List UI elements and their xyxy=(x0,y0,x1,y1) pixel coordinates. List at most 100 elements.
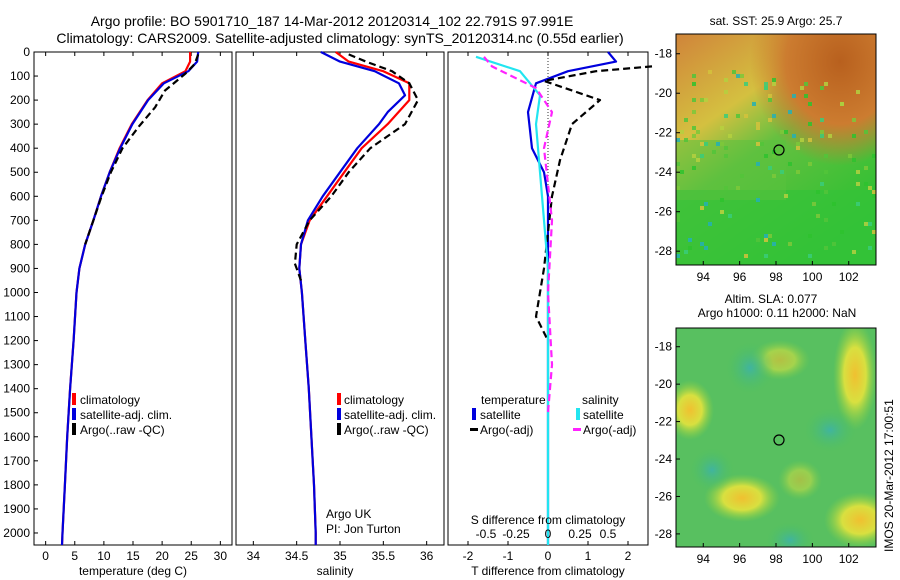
sst-pixel xyxy=(700,154,704,158)
sst-pixel xyxy=(720,198,724,202)
legend-header-salinity: salinity xyxy=(582,393,619,407)
sst-pixel xyxy=(760,142,764,146)
sst-map-axes: 94 96 98 100 102 -18 -20 -22 -24 -26 -28 xyxy=(655,47,859,284)
salinity-legend-climatology-swatch xyxy=(337,393,341,405)
sst-pixel xyxy=(816,190,820,194)
sst-pixel xyxy=(804,94,808,98)
sst-pixel xyxy=(796,142,800,146)
sst-pixel xyxy=(820,118,824,122)
temperature-legend-satellite: satellite-adj. clim. xyxy=(80,408,172,422)
sst-pixel xyxy=(676,138,680,142)
sst-pixel xyxy=(756,238,760,242)
sst-pixel xyxy=(684,118,688,122)
y-tick-label: 1100 xyxy=(4,310,30,324)
sst-pixel xyxy=(692,134,696,138)
sst-pixel xyxy=(696,130,700,134)
sst-pixel xyxy=(676,162,680,166)
sst-pixel xyxy=(808,102,812,106)
temperature-legend-climatology: climatology xyxy=(80,393,140,407)
temperature-y-axis: 0 100 200 300 400 500 600 700 800 900 1000 1100 1200… xyxy=(3,45,38,540)
map-y-tick-label: -20 xyxy=(655,86,673,100)
sst-pixel xyxy=(824,82,828,86)
legend-s-satellite: satellite xyxy=(583,408,624,422)
sst-pixel xyxy=(800,86,804,90)
salinity-plot-frame xyxy=(235,51,445,546)
salinity-panel: 34 34.5 35 35.5 36 salinity climatology sate… xyxy=(235,51,445,578)
sst-pixel xyxy=(692,98,696,102)
series-line-argo-raw-qc- xyxy=(293,53,420,281)
sst-pixel xyxy=(856,202,860,206)
sst-pixel xyxy=(692,74,696,78)
sst-pixel xyxy=(764,254,768,258)
sst-pixel xyxy=(708,222,712,226)
sst-pixel xyxy=(756,142,760,146)
legend-t-argo: Argo(-adj) xyxy=(480,423,533,437)
top-tick-label: -0.5 xyxy=(476,527,497,541)
sst-pixel xyxy=(768,94,772,98)
sst-pixel xyxy=(820,182,824,186)
sst-argo-location-marker xyxy=(773,144,785,156)
legend-s-argo: Argo(-adj) xyxy=(583,423,636,437)
top-tick-label: 0 xyxy=(545,527,552,541)
sst-pixel xyxy=(772,174,776,178)
sst-pixel xyxy=(684,250,688,254)
temperature-legend: climatology satellite-adj. clim. Argo(..… xyxy=(72,393,172,437)
sst-pixel xyxy=(808,162,812,166)
sst-pixel xyxy=(800,138,804,142)
sst-pixel xyxy=(788,110,792,114)
sst-pixel xyxy=(756,122,760,126)
salinity-legend-satellite: satellite-adj. clim. xyxy=(344,408,436,422)
sst-pixel xyxy=(864,182,868,186)
salinity-series xyxy=(293,51,420,545)
sst-pixel xyxy=(704,98,708,102)
map-x-tick-label: 100 xyxy=(802,270,822,284)
sst-map-image xyxy=(676,34,876,265)
sst-pixel xyxy=(828,134,832,138)
y-tick-label: 0 xyxy=(23,45,30,59)
sst-pixel xyxy=(676,254,680,258)
x-tick-label: 35 xyxy=(333,549,347,563)
sst-pixel xyxy=(740,74,744,78)
y-tick-label: 200 xyxy=(10,93,30,107)
y-tick-label: 600 xyxy=(10,189,30,203)
sst-pixel xyxy=(868,246,872,250)
sst-pixel xyxy=(872,190,876,194)
sst-pixel xyxy=(840,230,844,234)
sst-pixel xyxy=(736,186,740,190)
sst-pixel xyxy=(764,234,768,238)
legend-s-satellite-swatch xyxy=(576,408,580,420)
sst-pixel xyxy=(768,234,772,238)
sst-map-title: sat. SST: 25.9 Argo: 25.7 xyxy=(710,14,843,28)
sst-pixel xyxy=(820,86,824,90)
map-x-tick-label: 102 xyxy=(839,270,859,284)
sst-pixel xyxy=(740,174,744,178)
sst-pixel xyxy=(728,134,732,138)
y-tick-label: 800 xyxy=(10,237,30,251)
figure-title-line2: Climatology: CARS2009. Satellite-adjuste… xyxy=(56,30,623,46)
series-line-satellite xyxy=(475,55,550,545)
y-tick-label: 300 xyxy=(10,117,30,131)
sst-pixel xyxy=(824,246,828,250)
sst-pixel xyxy=(824,170,828,174)
sst-pixel xyxy=(688,246,692,250)
sst-pixel xyxy=(872,230,876,234)
sla-map-title-line1: Altim. SLA: 0.077 xyxy=(725,292,818,306)
map-y-tick-label: -28 xyxy=(655,527,673,541)
sst-pixel xyxy=(692,154,696,158)
figure-title-line1: Argo profile: BO 5901710_187 14-Mar-2012… xyxy=(91,13,574,29)
sst-pixel xyxy=(720,142,724,146)
sst-pixel xyxy=(868,222,872,226)
series-line-argo-raw-qc- xyxy=(84,54,200,245)
legend-header-temperature: temperature xyxy=(481,393,546,407)
sst-pixel xyxy=(868,186,872,190)
map-y-tick-label: -20 xyxy=(655,377,673,391)
difference-legend: temperature salinity satellite Argo(-adj… xyxy=(470,393,636,437)
sst-pixel xyxy=(852,134,856,138)
sla-argo-location-marker xyxy=(773,434,785,446)
map-y-tick-label: -22 xyxy=(655,126,673,140)
y-tick-label: 900 xyxy=(10,261,30,275)
sst-pixel xyxy=(840,102,844,106)
legend-t-satellite-swatch xyxy=(472,408,476,420)
sst-pixel xyxy=(724,154,728,158)
